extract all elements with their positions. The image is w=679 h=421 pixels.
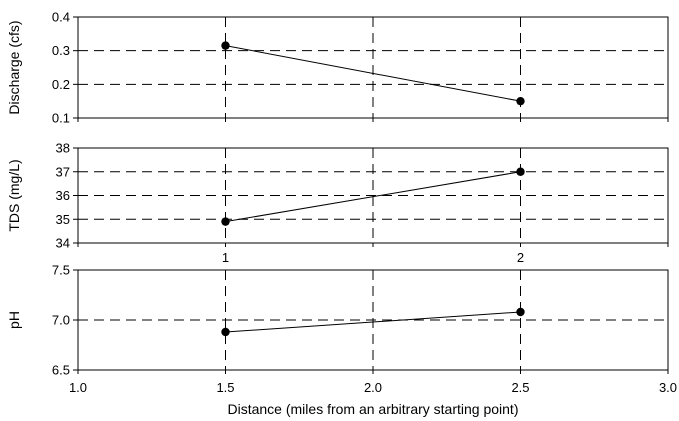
x-axis-label: Distance (miles from an arbitrary starti… xyxy=(228,401,519,417)
data-point xyxy=(516,307,525,317)
x-tick-label: 3.0 xyxy=(659,380,677,395)
series-line xyxy=(225,45,521,102)
x-tick-label: 2.5 xyxy=(511,380,529,395)
x-tick-label: 1 xyxy=(222,250,229,265)
y-tick-label: 7.5 xyxy=(52,263,70,278)
data-point xyxy=(221,217,230,226)
data-point xyxy=(221,327,230,337)
y-tick-label: 35 xyxy=(56,212,70,227)
y-tick-label: 36 xyxy=(56,188,70,203)
data-point xyxy=(516,96,525,106)
x-tick-label: 2.0 xyxy=(364,380,382,395)
y-tick-label: 0.1 xyxy=(52,111,70,126)
x-tick-label: 1.5 xyxy=(216,380,234,395)
panel-2: 34 35 36 37 38 TDS (mg/L) 1 2 xyxy=(6,141,669,265)
series-line xyxy=(225,171,521,223)
y-tick-label: 7.0 xyxy=(52,313,70,328)
panel-3: 6.5 7.0 7.5 pH 1.0 1.5 2.0 2.5 3.0 Distance (mile… xyxy=(6,263,677,418)
data-point xyxy=(516,167,525,176)
y-axis-label: Discharge (cfs) xyxy=(6,20,22,114)
y-tick-label: 0.2 xyxy=(52,77,70,92)
y-tick-label: 0.3 xyxy=(52,43,70,58)
y-tick-label: 38 xyxy=(56,141,70,156)
y-tick-label: 37 xyxy=(56,164,70,179)
data-point xyxy=(221,41,230,50)
panel-1: 0.1 0.2 0.3 0.4 Discharge (cfs) xyxy=(6,10,669,126)
x-tick-label: 2 xyxy=(517,250,524,265)
series-line xyxy=(225,311,521,333)
y-axis-label: TDS (mg/L) xyxy=(6,159,22,231)
y-tick-label: 0.4 xyxy=(52,10,70,25)
x-tick-label: 1.0 xyxy=(69,380,87,395)
y-tick-label: 34 xyxy=(56,236,70,251)
y-tick-label: 6.5 xyxy=(52,363,70,378)
y-axis-label: pH xyxy=(6,311,22,329)
